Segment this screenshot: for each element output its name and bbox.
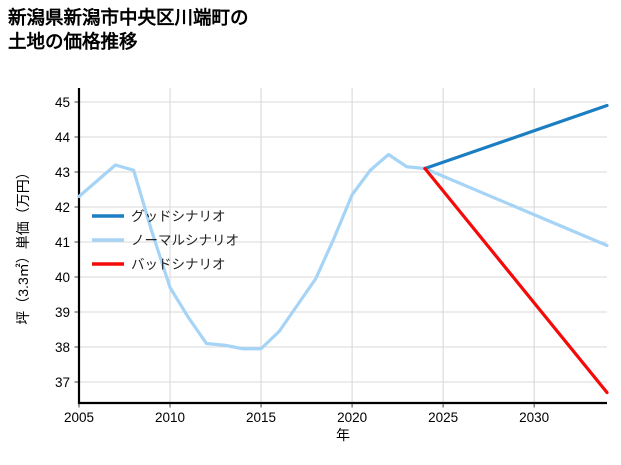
y-tick-labels: 37 38 39 40 41 42 43 44 45 xyxy=(55,95,71,390)
y-tick-label: 40 xyxy=(55,270,70,285)
y-tick-label: 44 xyxy=(55,130,71,145)
data-series-group xyxy=(77,103,609,395)
x-tick-label: 2010 xyxy=(155,410,185,425)
x-axis-title: 年 xyxy=(336,427,350,443)
y-tick-label: 38 xyxy=(55,340,70,355)
y-tick-label: 39 xyxy=(55,305,70,320)
legend-label-good: グッドシナリオ xyxy=(131,209,226,224)
x-tick-labels: 2005 2010 2015 2020 2025 2030 xyxy=(64,410,549,425)
y-tick-label: 43 xyxy=(55,165,70,180)
series-line-good xyxy=(423,103,609,171)
y-axis-title: 坪（3.3㎡）単価（万円） xyxy=(15,165,31,324)
page-title: 新潟県新潟市中央区川端町の 土地の価格推移 xyxy=(8,7,249,53)
x-tick-label: 2025 xyxy=(428,410,458,425)
series-line-normal xyxy=(77,152,609,351)
series-line-bad xyxy=(423,166,609,395)
x-tick-label: 2020 xyxy=(337,410,367,425)
y-tick-label: 45 xyxy=(55,95,70,110)
x-tick-label: 2030 xyxy=(519,410,549,425)
legend-label-normal: ノーマルシナリオ xyxy=(131,233,239,248)
y-tick-label: 42 xyxy=(55,200,70,215)
axis-spine-path xyxy=(77,88,607,405)
y-tick-label: 37 xyxy=(55,375,70,390)
x-tick-label: 2005 xyxy=(64,410,94,425)
axis-spines xyxy=(77,88,607,405)
y-tick-label: 41 xyxy=(55,235,70,250)
legend-label-bad: バッドシナリオ xyxy=(131,257,226,272)
x-tick-label: 2015 xyxy=(246,410,276,425)
